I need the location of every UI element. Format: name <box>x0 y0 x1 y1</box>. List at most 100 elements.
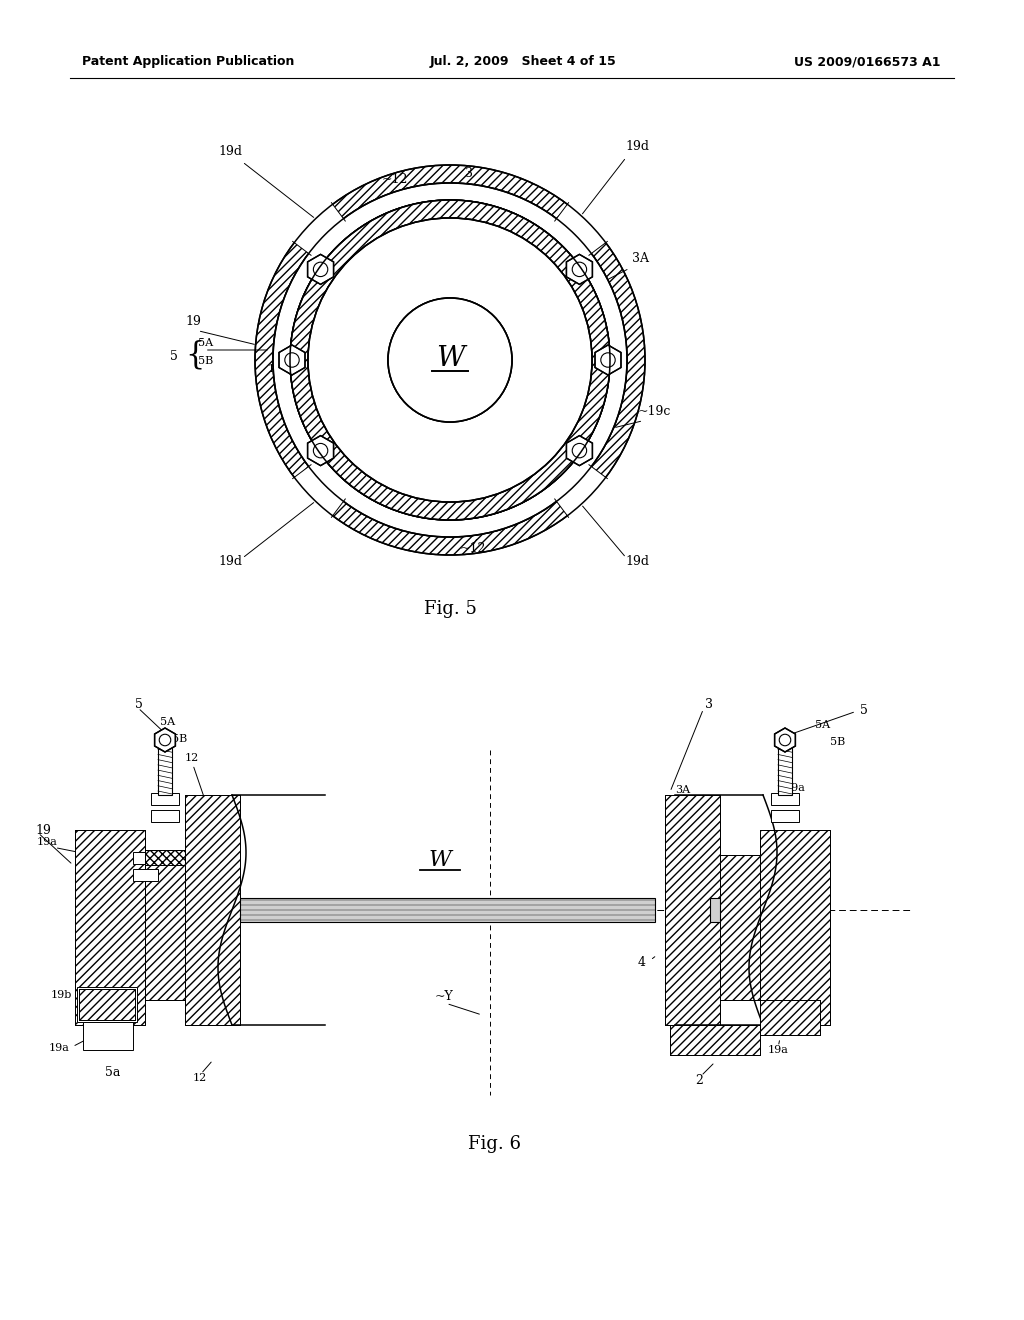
Text: 19: 19 <box>35 824 51 837</box>
Text: 19a: 19a <box>785 783 806 793</box>
Wedge shape <box>293 203 345 255</box>
Bar <box>760 830 830 1026</box>
Text: 5B: 5B <box>598 412 613 422</box>
Bar <box>185 795 240 1026</box>
Text: 5B: 5B <box>360 470 375 480</box>
Text: Fig. 6: Fig. 6 <box>469 1135 521 1152</box>
Text: 3A: 3A <box>675 785 690 795</box>
Bar <box>145 855 185 1001</box>
Circle shape <box>313 444 328 458</box>
Bar <box>185 795 240 1026</box>
Polygon shape <box>566 255 593 284</box>
Text: 5B: 5B <box>830 737 845 747</box>
Text: 26: 26 <box>768 1005 782 1015</box>
Wedge shape <box>293 466 345 517</box>
Text: 19a: 19a <box>768 1045 788 1055</box>
Text: US 2009/0166573 A1: US 2009/0166573 A1 <box>794 55 940 69</box>
Circle shape <box>572 263 587 277</box>
Text: 2: 2 <box>695 1073 702 1086</box>
Bar <box>133 869 158 880</box>
Bar <box>720 855 760 1001</box>
Text: 5: 5 <box>860 704 868 717</box>
Polygon shape <box>307 255 334 284</box>
Text: 19b: 19b <box>50 990 72 1001</box>
Text: ~12: ~12 <box>460 543 486 554</box>
Bar <box>151 793 179 805</box>
Polygon shape <box>307 436 334 466</box>
Text: 12: 12 <box>193 1073 207 1082</box>
Circle shape <box>388 298 512 422</box>
Bar <box>665 795 720 1026</box>
Bar <box>670 1026 760 1055</box>
Text: 12: 12 <box>185 752 200 763</box>
Wedge shape <box>290 201 610 520</box>
Text: ~19c: ~19c <box>638 405 672 418</box>
Text: 5A: 5A <box>160 717 175 727</box>
Text: 19d: 19d <box>218 145 242 158</box>
Text: ~12: ~12 <box>382 173 409 186</box>
Text: 4: 4 <box>638 956 646 969</box>
Polygon shape <box>710 898 720 921</box>
Text: 5a: 5a <box>105 1065 121 1078</box>
Text: 19d: 19d <box>625 140 649 153</box>
Text: 5A: 5A <box>198 338 213 348</box>
Wedge shape <box>273 183 627 537</box>
Bar <box>771 810 799 822</box>
Text: Patent Application Publication: Patent Application Publication <box>82 55 294 69</box>
Text: 19c: 19c <box>785 1023 806 1034</box>
Text: 19d: 19d <box>625 554 649 568</box>
Bar <box>771 793 799 805</box>
Text: 3A: 3A <box>632 252 649 265</box>
Bar <box>77 987 137 1022</box>
Polygon shape <box>279 345 305 375</box>
Circle shape <box>160 734 171 746</box>
Bar <box>145 850 185 865</box>
Wedge shape <box>308 218 592 502</box>
Circle shape <box>572 444 587 458</box>
Circle shape <box>779 734 791 746</box>
Polygon shape <box>158 742 172 795</box>
Text: 5B: 5B <box>530 227 545 238</box>
Text: 5B: 5B <box>172 734 187 744</box>
Text: 5A: 5A <box>815 719 830 730</box>
Text: 3: 3 <box>705 698 713 711</box>
Text: Fig. 5: Fig. 5 <box>424 601 476 618</box>
Bar <box>83 1022 133 1049</box>
Wedge shape <box>255 165 645 554</box>
Bar <box>665 795 720 1026</box>
Bar <box>720 855 760 1001</box>
Bar <box>133 851 158 865</box>
Text: 19: 19 <box>185 315 201 327</box>
Wedge shape <box>555 466 607 517</box>
Text: 5: 5 <box>135 698 143 711</box>
Text: 5B: 5B <box>198 356 213 366</box>
Bar <box>75 830 145 1026</box>
Bar <box>79 989 135 1020</box>
Text: W: W <box>429 849 452 871</box>
Text: {: { <box>185 339 205 371</box>
Circle shape <box>313 263 328 277</box>
Text: 3: 3 <box>465 168 473 180</box>
Text: 19a: 19a <box>37 837 58 847</box>
Bar <box>760 830 830 1026</box>
Text: ~Y: ~Y <box>435 990 454 1003</box>
Bar <box>145 855 185 1001</box>
Text: 5: 5 <box>170 350 178 363</box>
Text: Jul. 2, 2009   Sheet 4 of 15: Jul. 2, 2009 Sheet 4 of 15 <box>430 55 616 69</box>
Bar <box>145 850 185 865</box>
Polygon shape <box>774 729 796 752</box>
Text: 19a: 19a <box>49 1043 70 1053</box>
Bar <box>151 810 179 822</box>
Text: 13: 13 <box>693 906 709 919</box>
Text: 13: 13 <box>193 906 209 919</box>
Circle shape <box>601 352 615 367</box>
Polygon shape <box>240 898 655 921</box>
Polygon shape <box>155 729 175 752</box>
Wedge shape <box>290 201 610 520</box>
Bar <box>760 1001 820 1035</box>
Wedge shape <box>555 203 607 255</box>
Bar <box>75 830 145 1026</box>
Polygon shape <box>566 436 593 466</box>
Text: 2A: 2A <box>685 1003 701 1016</box>
Text: 5A: 5A <box>502 477 517 487</box>
